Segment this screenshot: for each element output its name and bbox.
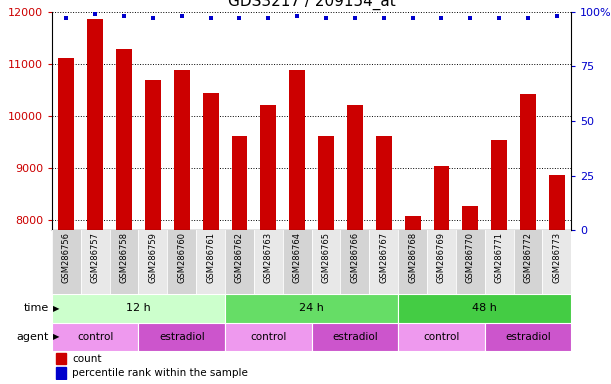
Text: GSM286770: GSM286770	[466, 232, 475, 283]
Text: GSM286759: GSM286759	[148, 232, 158, 283]
Bar	[232, 136, 247, 230]
Text: ▶: ▶	[53, 304, 60, 313]
Bar	[52, 294, 225, 323]
Text: control: control	[423, 332, 459, 342]
Bar	[514, 230, 543, 294]
Bar	[289, 70, 305, 230]
Bar	[139, 323, 225, 351]
Bar	[340, 230, 369, 294]
Bar	[404, 216, 420, 230]
Text: GSM286768: GSM286768	[408, 232, 417, 283]
Text: control: control	[77, 332, 114, 342]
Bar	[427, 230, 456, 294]
Text: ▶: ▶	[53, 333, 60, 341]
Text: GSM286758: GSM286758	[120, 232, 128, 283]
Bar	[56, 367, 67, 379]
Bar	[260, 105, 276, 230]
Bar	[139, 230, 167, 294]
Bar	[59, 58, 75, 230]
Bar	[543, 230, 571, 294]
Text: GSM286767: GSM286767	[379, 232, 388, 283]
Text: GSM286757: GSM286757	[90, 232, 100, 283]
Bar	[398, 294, 571, 323]
Title: GDS3217 / 209154_at: GDS3217 / 209154_at	[228, 0, 395, 10]
Text: 48 h: 48 h	[472, 303, 497, 313]
Text: GSM286773: GSM286773	[552, 232, 562, 283]
Bar	[376, 136, 392, 230]
Bar	[434, 166, 449, 230]
Bar	[520, 94, 536, 230]
Text: estradiol: estradiol	[332, 332, 378, 342]
Text: percentile rank within the sample: percentile rank within the sample	[72, 368, 248, 378]
Bar	[347, 105, 363, 230]
Text: time: time	[24, 303, 49, 313]
Bar	[485, 323, 571, 351]
Text: GSM286766: GSM286766	[350, 232, 359, 283]
Text: GSM286761: GSM286761	[206, 232, 215, 283]
Bar	[87, 19, 103, 230]
Text: agent: agent	[16, 332, 49, 342]
Bar	[456, 230, 485, 294]
Text: GSM286772: GSM286772	[524, 232, 533, 283]
Bar	[225, 323, 312, 351]
Bar	[312, 323, 398, 351]
Bar	[485, 230, 514, 294]
Bar	[312, 230, 340, 294]
Bar	[174, 70, 189, 230]
Text: GSM286771: GSM286771	[495, 232, 503, 283]
Bar	[52, 323, 139, 351]
Bar	[203, 93, 219, 230]
Bar	[318, 136, 334, 230]
Bar	[52, 230, 81, 294]
Bar	[167, 230, 196, 294]
Text: GSM286764: GSM286764	[293, 232, 302, 283]
Bar	[225, 230, 254, 294]
Text: GSM286769: GSM286769	[437, 232, 446, 283]
Bar	[463, 206, 478, 230]
Bar	[398, 230, 427, 294]
Bar	[196, 230, 225, 294]
Text: 12 h: 12 h	[126, 303, 151, 313]
Bar	[225, 294, 398, 323]
Bar	[549, 175, 565, 230]
Text: GSM286763: GSM286763	[264, 232, 273, 283]
Bar	[56, 353, 67, 364]
Text: estradiol: estradiol	[159, 332, 205, 342]
Bar	[491, 140, 507, 230]
Text: GSM286765: GSM286765	[321, 232, 331, 283]
Text: 24 h: 24 h	[299, 303, 324, 313]
Bar	[109, 230, 139, 294]
Text: estradiol: estradiol	[505, 332, 551, 342]
Bar	[254, 230, 283, 294]
Bar	[283, 230, 312, 294]
Text: count: count	[72, 354, 101, 364]
Text: GSM286760: GSM286760	[177, 232, 186, 283]
Text: GSM286762: GSM286762	[235, 232, 244, 283]
Bar	[398, 323, 485, 351]
Bar	[116, 49, 132, 230]
Bar	[81, 230, 109, 294]
Text: GSM286756: GSM286756	[62, 232, 71, 283]
Bar	[369, 230, 398, 294]
Text: control: control	[250, 332, 287, 342]
Bar	[145, 80, 161, 230]
